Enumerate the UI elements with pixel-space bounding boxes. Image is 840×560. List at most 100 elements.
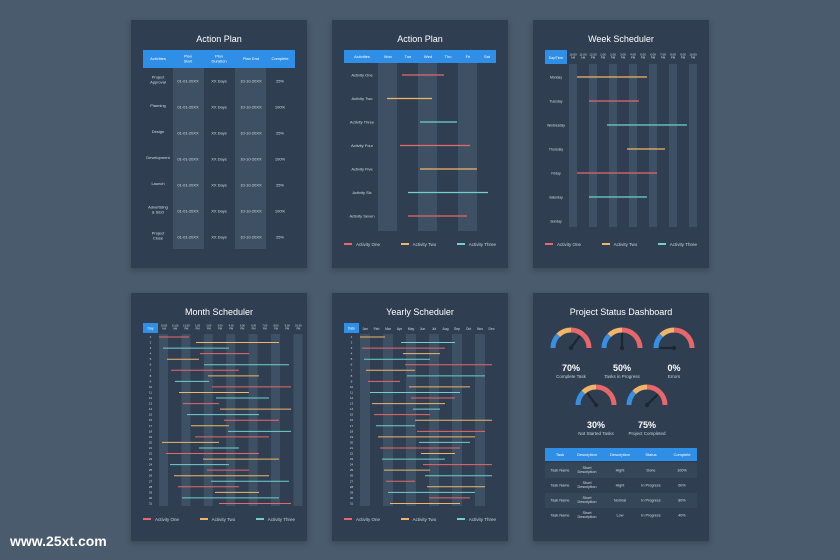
legend-item: Activity Three bbox=[255, 515, 295, 523]
day-label: 29 bbox=[149, 490, 153, 494]
table-cell: XX Days bbox=[211, 131, 227, 136]
column-header: Plan Duration bbox=[211, 54, 226, 64]
table-cell: Low bbox=[617, 514, 624, 518]
legend-item: Activity Three bbox=[456, 515, 496, 523]
day-label: 17 bbox=[149, 424, 153, 428]
table-cell: 25% bbox=[276, 79, 284, 84]
time-band bbox=[609, 64, 617, 227]
activity-label: Activity Four bbox=[351, 143, 374, 148]
day-label: 5 bbox=[351, 357, 353, 361]
table-cell: 10-10-20XX bbox=[240, 183, 262, 188]
time-band bbox=[181, 334, 191, 506]
day-label: 3 bbox=[150, 346, 152, 350]
gauge-segment bbox=[659, 327, 675, 338]
table-cell: XX Days bbox=[211, 235, 227, 240]
gauge-segment bbox=[556, 327, 572, 338]
legend-label: Activity Two bbox=[412, 241, 437, 247]
table-cell: 10-10-20XX bbox=[240, 209, 262, 214]
gauge-label: Errors bbox=[667, 374, 681, 379]
day-time-header bbox=[545, 50, 567, 64]
day-label: Monday bbox=[550, 76, 562, 80]
time-band bbox=[589, 64, 597, 227]
activity-label: Activity Three bbox=[350, 120, 375, 125]
day-label: 8 bbox=[351, 374, 353, 378]
day-label: Friday bbox=[551, 172, 561, 176]
legend-swatch bbox=[657, 243, 666, 245]
watermark: www.25xt.com bbox=[10, 533, 107, 549]
day-label: 18 bbox=[350, 429, 354, 433]
gauge-hub bbox=[619, 345, 625, 351]
time-label: 7:00 PM bbox=[660, 52, 666, 59]
gauge-needle bbox=[569, 335, 581, 350]
table-cell: Done bbox=[646, 469, 655, 473]
day-label: 21 bbox=[149, 446, 153, 450]
table-cell: Development bbox=[146, 155, 170, 160]
time-label: 5:00 PM bbox=[240, 324, 246, 331]
dashboard-card: Project Status Dashboard Task Description… bbox=[533, 293, 709, 541]
activity-label: Activity One bbox=[351, 73, 373, 78]
day-label: 22 bbox=[350, 452, 354, 456]
day-label: 20 bbox=[149, 440, 153, 444]
time-label: 4:00 PM bbox=[630, 52, 636, 59]
table-cell: 25% bbox=[276, 131, 284, 136]
time-band bbox=[689, 64, 697, 227]
gauge-needle bbox=[586, 392, 598, 407]
day-label: 24 bbox=[350, 463, 354, 467]
day-label: 12 bbox=[350, 396, 354, 400]
date-header bbox=[344, 323, 359, 333]
table-cell: 40% bbox=[678, 514, 686, 518]
time-label: 3:00 PM bbox=[217, 324, 223, 331]
table-cell: 01-01-20XX bbox=[177, 235, 199, 240]
month-label: Apr bbox=[397, 327, 403, 331]
column-band bbox=[173, 68, 204, 249]
week-scheduler-card: Week Scheduler Day/Time 10:00 AM 11:00 AM 12… bbox=[533, 20, 709, 268]
day-label: 24 bbox=[149, 463, 153, 467]
day-label: 23 bbox=[350, 457, 354, 461]
time-label: 6:00 PM bbox=[650, 52, 656, 59]
legend: Activity One Activity Two Activity Three bbox=[344, 515, 496, 523]
day-label: 23 bbox=[149, 457, 153, 461]
legend-item: Activity Three bbox=[456, 240, 496, 248]
gauge-hub bbox=[568, 345, 574, 351]
day-label: 4 bbox=[150, 352, 152, 356]
column-header: Description bbox=[577, 452, 597, 457]
month-label: Jan bbox=[362, 327, 368, 331]
day-label: 16 bbox=[350, 418, 354, 422]
legend-swatch bbox=[143, 518, 151, 520]
table-cell: Short Description bbox=[578, 511, 597, 519]
day-label: 25 bbox=[149, 468, 153, 472]
gauge-segment bbox=[601, 333, 612, 349]
gauge-segment bbox=[595, 384, 611, 395]
table-cell: 01-01-20XX bbox=[177, 131, 199, 136]
table-cell: Short Description bbox=[578, 466, 597, 474]
day-label: Thursday bbox=[549, 148, 563, 152]
day-label: 19 bbox=[350, 435, 354, 439]
table-cell: In Progress bbox=[641, 499, 661, 503]
column-band bbox=[378, 63, 397, 231]
time-label: 12:00 PM bbox=[589, 52, 597, 59]
time-label: 6:00 PM bbox=[251, 324, 257, 331]
table-cell: Short Description bbox=[578, 481, 597, 489]
day-label: 9 bbox=[351, 379, 353, 383]
day-label: 4 bbox=[351, 352, 353, 356]
day-label: 15 bbox=[350, 413, 354, 417]
legend-swatch bbox=[199, 518, 208, 520]
day-label: 11 bbox=[350, 390, 353, 394]
day-label: 6 bbox=[150, 363, 152, 367]
legend-label: Activity Three bbox=[267, 516, 295, 522]
corner-label: Date bbox=[348, 327, 355, 331]
time-band bbox=[159, 334, 168, 506]
table-cell: 10-10-20XX bbox=[240, 79, 262, 84]
table-cell: XX Days bbox=[211, 105, 227, 110]
time-label: 10:00 AM bbox=[161, 324, 168, 331]
activity-label: Activity Six bbox=[352, 190, 371, 195]
time-band bbox=[203, 334, 213, 506]
day-label: 10 bbox=[149, 385, 153, 389]
column-header: Sat bbox=[484, 54, 491, 59]
day-label: 9 bbox=[150, 379, 152, 383]
table-cell: 01-01-20XX bbox=[177, 79, 199, 84]
day-label: 25 bbox=[350, 468, 354, 472]
legend-label: Activity One bbox=[557, 241, 582, 247]
gauge-needle bbox=[645, 394, 658, 407]
month-band bbox=[383, 334, 393, 506]
